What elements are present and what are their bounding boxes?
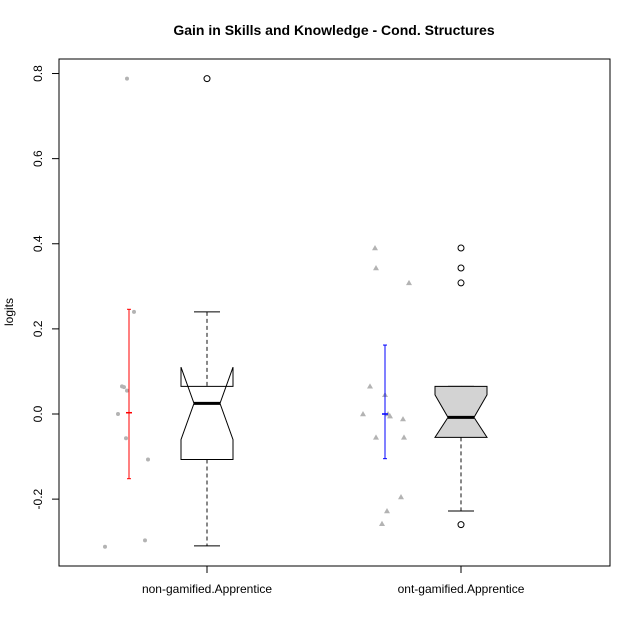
y-tick-label: 0.8 (31, 65, 45, 82)
data-point (379, 520, 385, 527)
notched-box (180, 367, 234, 461)
data-point (132, 309, 136, 314)
outlier-point (457, 264, 465, 272)
data-point (122, 385, 126, 390)
data-point (116, 412, 120, 416)
outlier-point (203, 75, 211, 83)
data-point (401, 434, 407, 440)
plot-frame (58, 58, 611, 567)
data-point (406, 279, 412, 286)
data-point (103, 544, 107, 549)
y-tick-label: 0.0 (31, 405, 45, 422)
data-point (125, 76, 129, 81)
notched-box (434, 385, 488, 438)
data-point (146, 457, 150, 462)
data-point (373, 434, 379, 440)
x-tick-label: ont-gamified.Apprentice (398, 582, 525, 596)
data-point (398, 493, 404, 500)
data-point (373, 265, 379, 271)
data-point (367, 383, 373, 389)
y-axis-label: logits (2, 298, 16, 326)
data-point (360, 411, 366, 417)
y-tick-label: 0.4 (31, 235, 45, 252)
x-tick-label: non-gamified.Apprentice (142, 582, 272, 596)
data-point (384, 508, 390, 514)
x-axis: non-gamified.Apprentice ont-gamified.Appr… (142, 565, 525, 596)
data-point (400, 416, 406, 422)
y-tick-label: 0.6 (31, 150, 45, 167)
outlier-point (457, 279, 465, 287)
y-axis: -0.2 0.0 0.2 0.4 0.6 0.8 (31, 65, 60, 509)
chart-marks (103, 75, 488, 549)
chart-title: Gain in Skills and Knowledge - Cond. Str… (173, 22, 494, 38)
y-tick-label: 0.2 (31, 320, 45, 337)
data-point (372, 245, 378, 251)
y-tick-label: -0.2 (31, 488, 45, 509)
outlier-point (457, 521, 465, 529)
data-point (387, 413, 393, 419)
data-point (125, 388, 129, 393)
outlier-point (457, 244, 465, 252)
data-point (143, 538, 147, 543)
data-point (124, 436, 128, 441)
